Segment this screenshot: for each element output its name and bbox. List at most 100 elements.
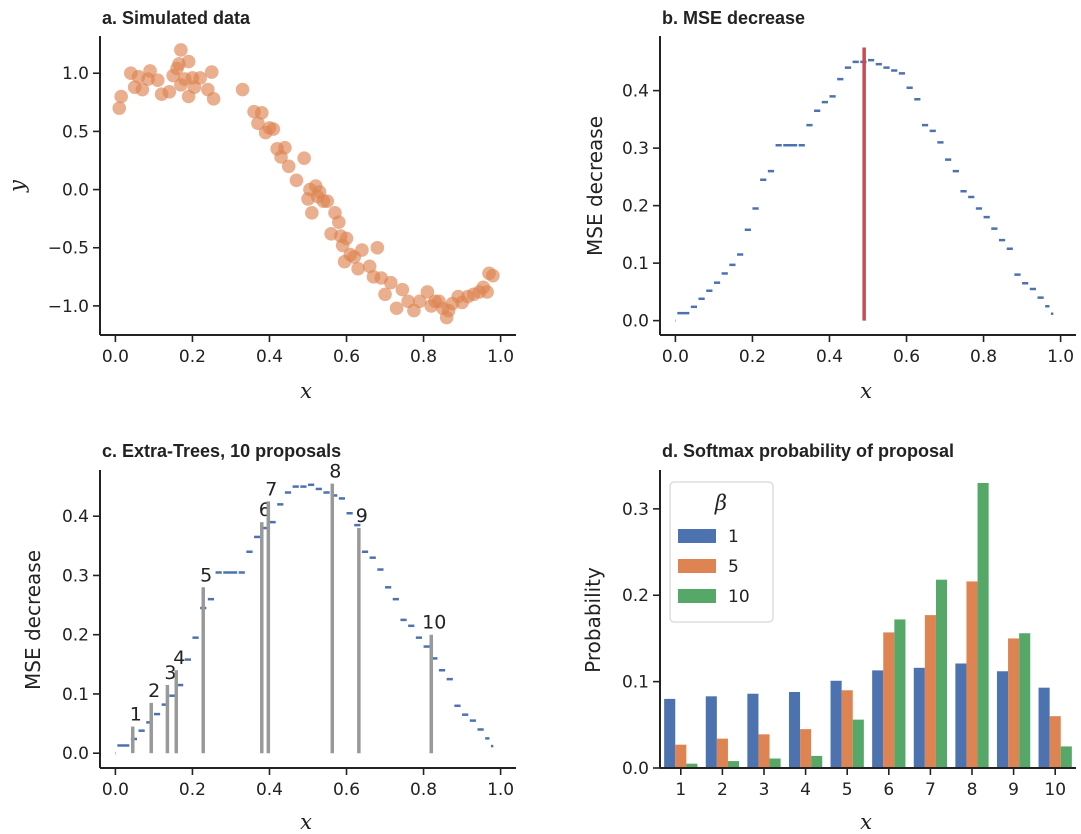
panel-a-xlabel: x xyxy=(300,379,312,403)
bar-beta-5-cat-6 xyxy=(883,632,895,768)
panel-b-xtick-label: 0.2 xyxy=(739,347,766,367)
panel-d-xtick-label: 10 xyxy=(1044,780,1066,800)
panel-d-axes: 0.0 0.1 0.2 0.3 1 2 3 4 5 6 7 8 9 10 xyxy=(622,470,1076,800)
data-point xyxy=(355,243,369,257)
panel-a-ytick-label: −0.5 xyxy=(48,239,89,259)
panel-c-title: c. Extra-Trees, 10 proposals xyxy=(102,441,341,461)
bar-beta-5-cat-10 xyxy=(1049,716,1061,768)
bar-beta-5-cat-1 xyxy=(675,744,687,768)
panel-d-xlabel: x xyxy=(860,810,872,834)
panel-c-xtick-label: 0.2 xyxy=(179,780,206,800)
data-point xyxy=(143,64,157,78)
data-point xyxy=(339,231,354,246)
bar-beta-10-cat-6 xyxy=(894,619,906,768)
legend-swatch-1 xyxy=(678,529,716,543)
data-point xyxy=(332,215,346,229)
panel-d-xtick-label: 7 xyxy=(925,780,936,800)
panel-a-ytick-label: 0.0 xyxy=(62,181,89,201)
panel-b-title: b. MSE decrease xyxy=(662,8,805,28)
bar-beta-5-cat-9 xyxy=(1008,638,1020,768)
proposal-label-7: 7 xyxy=(265,478,277,500)
proposal-label-4: 4 xyxy=(173,647,185,669)
data-point xyxy=(266,122,281,136)
data-point xyxy=(278,140,292,155)
panel-a-points xyxy=(112,43,500,325)
proposal-label-9: 9 xyxy=(356,505,368,527)
bar-beta-10-cat-8 xyxy=(977,482,989,768)
data-point xyxy=(370,240,385,255)
bar-beta-1-cat-4 xyxy=(788,691,801,768)
proposal-label-2: 2 xyxy=(148,680,160,702)
panel-d-xtick-label: 3 xyxy=(759,780,770,800)
legend-title: β xyxy=(714,491,727,515)
data-point xyxy=(378,287,392,302)
panel-b-ytick-label: 0.0 xyxy=(622,312,649,332)
bar-beta-5-cat-2 xyxy=(716,738,728,768)
bar-beta-10-cat-9 xyxy=(1019,633,1031,768)
panel-a-ytick-label: 0.5 xyxy=(62,122,89,142)
legend-frame xyxy=(669,481,774,623)
bar-beta-10-cat-2 xyxy=(727,761,740,768)
panel-a-xtick-label: 0.4 xyxy=(256,347,283,367)
panel-b-xtick-label: 1.0 xyxy=(1047,347,1074,367)
bar-beta-1-cat-6 xyxy=(872,670,884,768)
panel-a-xtick-label: 0.0 xyxy=(102,347,129,367)
data-point xyxy=(351,261,365,276)
panel-b-ytick-label: 0.4 xyxy=(622,82,649,102)
data-point xyxy=(281,159,296,174)
panel-a: a. Simulated data −1.0 −0.5 0.0 0.5 1.0 0.0 0.… xyxy=(5,8,516,403)
panel-d-ylabel: Probability xyxy=(581,567,605,673)
panel-b: b. MSE decrease 0.0 0.1 0.2 0.3 0.4 0.0 0.2 0.4… xyxy=(583,8,1076,403)
legend-swatch-10 xyxy=(678,589,716,603)
data-point xyxy=(172,57,186,71)
bar-beta-10-cat-4 xyxy=(811,755,823,768)
bar-beta-1-cat-7 xyxy=(913,667,925,768)
proposal-label-8: 8 xyxy=(329,461,341,483)
data-point xyxy=(486,268,500,283)
bar-beta-1-cat-5 xyxy=(830,680,842,768)
panel-d-xtick-label: 4 xyxy=(800,780,811,800)
panel-b-xtick-label: 0.8 xyxy=(970,347,997,367)
bar-beta-10-cat-5 xyxy=(852,719,864,768)
panel-c-ytick-label: 0.0 xyxy=(62,744,89,764)
bar-beta-5-cat-8 xyxy=(966,581,978,768)
legend-swatch-5 xyxy=(678,559,716,573)
panel-d-xtick-label: 9 xyxy=(1008,780,1019,800)
panel-b-ytick-label: 0.3 xyxy=(622,139,649,159)
panel-a-xtick-label: 1.0 xyxy=(487,347,514,367)
data-point xyxy=(362,259,377,274)
panel-a-ylabel: y xyxy=(5,179,29,193)
panel-b-ytick-label: 0.1 xyxy=(622,254,649,274)
data-point xyxy=(305,206,319,220)
bar-beta-1-cat-10 xyxy=(1038,687,1050,768)
panel-a-title: a. Simulated data xyxy=(102,8,251,28)
data-point xyxy=(395,282,410,297)
proposal-label-1: 1 xyxy=(130,704,142,726)
panel-a-axes: −1.0 −0.5 0.0 0.5 1.0 0.0 0.2 0.4 0.6 0.8 1.0 xyxy=(48,36,516,367)
bar-beta-1-cat-2 xyxy=(705,696,717,768)
panel-c-xtick-label: 0.8 xyxy=(410,780,437,800)
proposal-label-5: 5 xyxy=(200,564,212,586)
data-point xyxy=(420,285,435,299)
panel-d: d. Softmax probability of proposal 0.00.… xyxy=(581,441,1076,834)
panel-a-ytick-label: −1.0 xyxy=(48,297,89,317)
panel-a-xtick-label: 0.2 xyxy=(179,347,206,367)
panel-c-xlabel: x xyxy=(300,810,312,834)
panel-b-xtick-label: 0.0 xyxy=(662,347,689,367)
legend-label-10: 10 xyxy=(728,587,750,607)
panel-d-xtick-label: 2 xyxy=(717,780,728,800)
panel-b-ytick-label: 0.2 xyxy=(622,197,649,217)
legend-label-5: 5 xyxy=(728,557,739,577)
data-point xyxy=(389,301,404,316)
panel-b-ylabel: MSE decrease xyxy=(583,116,607,256)
bar-beta-1-cat-3 xyxy=(747,693,759,768)
bar-beta-10-cat-10 xyxy=(1060,746,1072,768)
panel-d-ytick-label: 0.2 xyxy=(622,586,649,606)
bar-beta-1-cat-9 xyxy=(996,671,1009,768)
proposal-label-10: 10 xyxy=(422,612,446,634)
bar-beta-10-cat-3 xyxy=(769,758,781,768)
bar-beta-5-cat-7 xyxy=(924,615,936,768)
bar-beta-10-cat-7 xyxy=(935,579,948,768)
legend-label-1: 1 xyxy=(728,527,739,547)
panel-b-xtick-label: 0.4 xyxy=(816,347,843,367)
